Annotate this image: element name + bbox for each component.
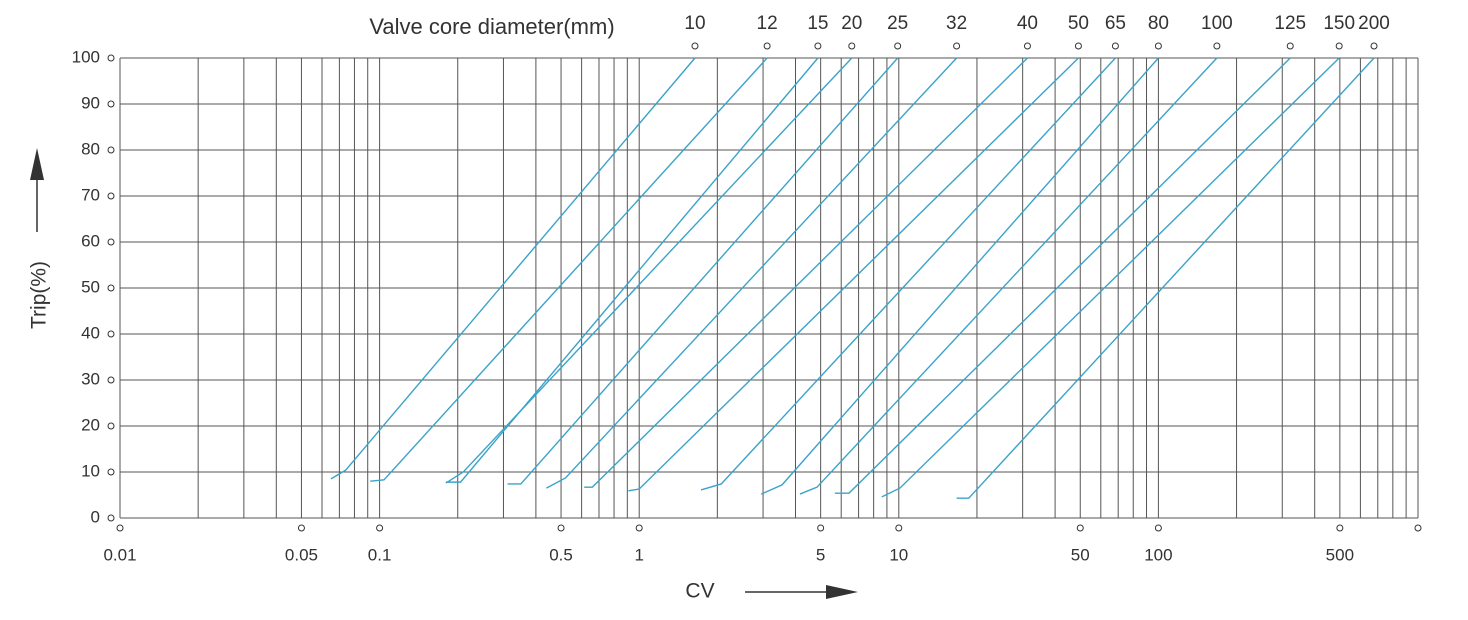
series-label: 80 xyxy=(1148,13,1169,34)
series-line xyxy=(760,57,1159,495)
y-tick-marker xyxy=(107,514,115,522)
x-tick-label: 50 xyxy=(1071,545,1090,564)
series-top-marker xyxy=(763,42,771,50)
series-top-marker xyxy=(848,42,856,50)
x-tick-label: 0.05 xyxy=(285,545,318,564)
x-axis-arrowhead xyxy=(826,585,858,599)
series-label: 65 xyxy=(1105,13,1126,34)
series-top-marker xyxy=(894,42,902,50)
series-top-marker xyxy=(953,42,961,50)
series-line xyxy=(956,57,1375,499)
y-tick-label: 100 xyxy=(72,47,100,66)
y-tick-marker xyxy=(107,146,115,154)
y-axis-label: Trip(%) xyxy=(28,261,51,329)
series-line xyxy=(330,57,696,480)
series-label: 32 xyxy=(946,13,967,34)
y-tick-marker xyxy=(107,54,115,62)
series-line xyxy=(628,57,1079,492)
series-label: 20 xyxy=(841,13,862,34)
series-label: 100 xyxy=(1201,13,1233,34)
series-label: 25 xyxy=(887,13,908,34)
y-tick-marker xyxy=(107,100,115,108)
x-tick-marker xyxy=(1154,524,1162,532)
series-line xyxy=(799,57,1218,495)
series-line xyxy=(445,57,853,484)
y-tick-label: 80 xyxy=(81,139,100,158)
y-axis-arrowhead xyxy=(30,148,44,180)
x-tick-marker xyxy=(557,524,565,532)
x-tick-label: 0.01 xyxy=(103,545,136,564)
y-tick-label: 30 xyxy=(81,369,100,388)
series-label: 40 xyxy=(1017,13,1038,34)
x-tick-marker xyxy=(895,524,903,532)
series-line xyxy=(546,57,958,489)
y-tick-marker xyxy=(107,468,115,476)
x-tick-marker xyxy=(635,524,643,532)
series-line xyxy=(370,57,768,482)
x-tick-label: 1 xyxy=(634,545,643,564)
y-tick-label: 10 xyxy=(81,461,100,480)
series-line xyxy=(445,57,819,483)
y-tick-label: 0 xyxy=(91,507,100,526)
x-tick-marker xyxy=(1076,524,1084,532)
series-label: 50 xyxy=(1068,13,1089,34)
x-tick-label: 5 xyxy=(816,545,825,564)
x-tick-marker xyxy=(376,524,384,532)
series-label: 150 xyxy=(1323,13,1355,34)
series-top-marker xyxy=(1074,42,1082,50)
series-top-marker xyxy=(1335,42,1343,50)
series-label: 10 xyxy=(684,13,705,34)
y-tick-label: 90 xyxy=(81,93,100,112)
y-tick-label: 40 xyxy=(81,323,100,342)
y-tick-label: 50 xyxy=(81,277,100,296)
y-tick-marker xyxy=(107,238,115,246)
series-label: 125 xyxy=(1274,13,1306,34)
y-tick-label: 70 xyxy=(81,185,100,204)
x-tick-label: 0.5 xyxy=(549,545,573,564)
series-label: 15 xyxy=(807,13,828,34)
x-tick-label: 0.1 xyxy=(368,545,392,564)
series-top-marker xyxy=(1286,42,1294,50)
y-tick-marker xyxy=(107,376,115,384)
x-tick-marker xyxy=(116,524,124,532)
series-top-marker xyxy=(1154,42,1162,50)
series-label: 200 xyxy=(1358,13,1390,34)
x-tick-label: 10 xyxy=(889,545,908,564)
y-tick-label: 60 xyxy=(81,231,100,250)
y-tick-label: 20 xyxy=(81,415,100,434)
x-tick-marker xyxy=(1336,524,1344,532)
y-tick-marker xyxy=(107,284,115,292)
series-top-marker xyxy=(1370,42,1378,50)
series-top-marker xyxy=(1023,42,1031,50)
series-line xyxy=(700,57,1116,491)
series-top-marker xyxy=(814,42,822,50)
chart-title: Valve core diameter(mm) xyxy=(369,14,614,39)
y-tick-marker xyxy=(107,422,115,430)
x-tick-marker xyxy=(817,524,825,532)
series-top-marker xyxy=(691,42,699,50)
series-line xyxy=(584,57,1028,488)
x-tick-marker xyxy=(297,524,305,532)
series-line xyxy=(881,57,1340,498)
x-axis-label: CV xyxy=(685,580,714,603)
series-line xyxy=(834,57,1291,494)
series-line xyxy=(507,57,899,485)
series-label: 12 xyxy=(757,13,778,34)
x-end-marker xyxy=(1414,524,1422,532)
x-tick-label: 100 xyxy=(1144,545,1172,564)
x-tick-label: 500 xyxy=(1326,545,1354,564)
series-top-marker xyxy=(1213,42,1221,50)
y-tick-marker xyxy=(107,330,115,338)
series-top-marker xyxy=(1111,42,1119,50)
y-tick-marker xyxy=(107,192,115,200)
